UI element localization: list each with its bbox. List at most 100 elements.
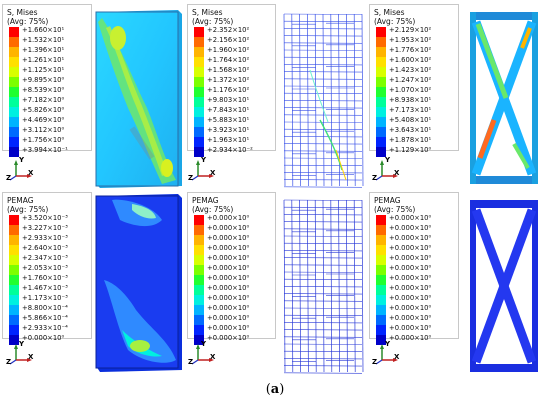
x-brace-pemag-contour	[470, 200, 538, 372]
legend-label: +1.600×10²	[389, 56, 432, 64]
color-bar-swatch	[376, 47, 386, 57]
color-bar-swatch	[376, 285, 386, 295]
legend-label: +0.000×10⁰	[207, 324, 250, 332]
legend-label: +1.396×10¹	[22, 46, 65, 54]
color-bar-swatch	[194, 27, 204, 37]
legend-labels: +2.129×10² +1.953×10² +1.776×10² +1.600×10²…	[389, 25, 431, 155]
color-bar-swatch	[9, 305, 19, 315]
color-bar-swatch	[194, 305, 204, 315]
color-bar-swatch	[194, 107, 204, 117]
axis-label-x: X	[28, 169, 34, 177]
legend-label: +3.520×10⁻³	[22, 214, 68, 222]
axis-label-z: Z	[372, 358, 378, 366]
color-bar-swatch	[376, 107, 386, 117]
legend-label: +0.000×10⁰	[207, 234, 250, 242]
legend-title: S, Mises (Avg: 75%)	[374, 8, 416, 26]
color-bar-swatch	[9, 47, 19, 57]
legend-label: +8.800×10⁻⁴	[22, 304, 68, 312]
axis-label-x: X	[28, 353, 34, 361]
color-bar-swatch	[194, 225, 204, 235]
color-bar-swatch	[9, 87, 19, 97]
color-bar	[9, 27, 19, 157]
legend-label: +0.000×10⁰	[207, 294, 250, 302]
legend-label: +9.803×10¹	[207, 96, 250, 104]
legend-label: +2.156×10²	[207, 36, 250, 44]
color-bar-swatch	[194, 245, 204, 255]
color-bar	[194, 27, 204, 157]
legend-label: +1.176×10²	[207, 86, 250, 94]
color-bar-swatch	[194, 235, 204, 245]
axis-label-x: X	[210, 353, 216, 361]
legend-label: +0.000×10⁰	[389, 284, 432, 292]
color-bar-swatch	[9, 147, 19, 157]
concrete-wall-pemag-contour	[95, 194, 182, 372]
color-bar-swatch	[194, 127, 204, 137]
color-bar-swatch	[376, 255, 386, 265]
color-bar-swatch	[376, 295, 386, 305]
legend-label: +3.923×10¹	[207, 126, 250, 134]
legend-label: +0.000×10⁰	[207, 214, 250, 222]
axis-arrows	[375, 344, 398, 365]
legend-label: +2.934×10⁻²	[207, 146, 253, 154]
legend-label: +2.347×10⁻³	[22, 254, 68, 262]
axis-arrows	[191, 344, 214, 365]
legend-labels: +2.352×10² +2.156×10² +1.960×10² +1.764×10²…	[207, 25, 253, 155]
color-bar-swatch	[194, 37, 204, 47]
color-bar-swatch	[9, 107, 19, 117]
legend-label: +2.640×10⁻³	[22, 244, 68, 252]
color-bar-swatch	[194, 117, 204, 127]
legend-label: +2.933×10⁻⁴	[22, 324, 68, 332]
legend-label: +0.000×10⁰	[207, 244, 250, 252]
color-bar	[376, 215, 386, 345]
color-bar-swatch	[9, 27, 19, 37]
legend-label: +8.539×10⁰	[22, 86, 65, 94]
color-bar-swatch	[376, 265, 386, 275]
legend-label: +0.000×10⁰	[389, 254, 432, 262]
color-bar-swatch	[376, 335, 386, 345]
legend-labels: +1.660×10¹ +1.532×10¹ +1.396×10¹ +1.261×10¹…	[22, 25, 68, 155]
color-bar	[194, 215, 204, 345]
legend-label: +5.408×10¹	[389, 116, 432, 124]
legend-label: +0.000×10⁰	[389, 244, 432, 252]
color-bar-swatch	[9, 285, 19, 295]
legend-label: +0.000×10⁰	[207, 284, 250, 292]
legend-label: +0.000×10⁰	[207, 334, 250, 342]
legend-label: +0.000×10⁰	[389, 214, 432, 222]
legend-label: +7.173×10¹	[389, 106, 432, 114]
color-bar-swatch	[376, 77, 386, 87]
legend-label: +1.756×10⁰	[22, 136, 65, 144]
legend-label: +1.568×10²	[207, 66, 250, 74]
legend-label: +1.760×10⁻³	[22, 274, 68, 282]
legend-label: +1.467×10⁻³	[22, 284, 68, 292]
color-bar-swatch	[9, 117, 19, 127]
legend-label: +5.866×10⁻⁴	[22, 314, 68, 322]
legend-title: S, Mises (Avg: 75%)	[192, 8, 234, 26]
legend-label: +1.953×10²	[389, 36, 432, 44]
color-bar-swatch	[376, 305, 386, 315]
legend-labels: +0.000×10⁰ +0.000×10⁰ +0.000×10⁰ +0.000×10⁰…	[207, 213, 249, 343]
axis-label-z: Z	[188, 358, 194, 366]
color-bar-swatch	[9, 97, 19, 107]
axis-arrows	[9, 160, 32, 181]
axis-label-x: X	[210, 169, 216, 177]
color-bar-swatch	[9, 225, 19, 235]
color-bar-swatch	[9, 315, 19, 325]
legend-label: +3.112×10⁰	[22, 126, 65, 134]
legend-label: +3.227×10⁻³	[22, 224, 68, 232]
color-bar-swatch	[376, 245, 386, 255]
legend-label: +3.643×10¹	[389, 126, 432, 134]
legend-label: +9.895×10⁰	[22, 76, 65, 84]
color-bar-swatch	[9, 57, 19, 67]
legend-label: +0.000×10⁰	[207, 274, 250, 282]
color-bar-swatch	[9, 265, 19, 275]
legend-label: +7.182×10⁰	[22, 96, 65, 104]
color-bar	[376, 27, 386, 157]
color-bar-swatch	[9, 137, 19, 147]
legend-label: +0.000×10⁰	[389, 304, 432, 312]
axis-label-y: Y	[385, 340, 391, 348]
color-bar-swatch	[194, 57, 204, 67]
